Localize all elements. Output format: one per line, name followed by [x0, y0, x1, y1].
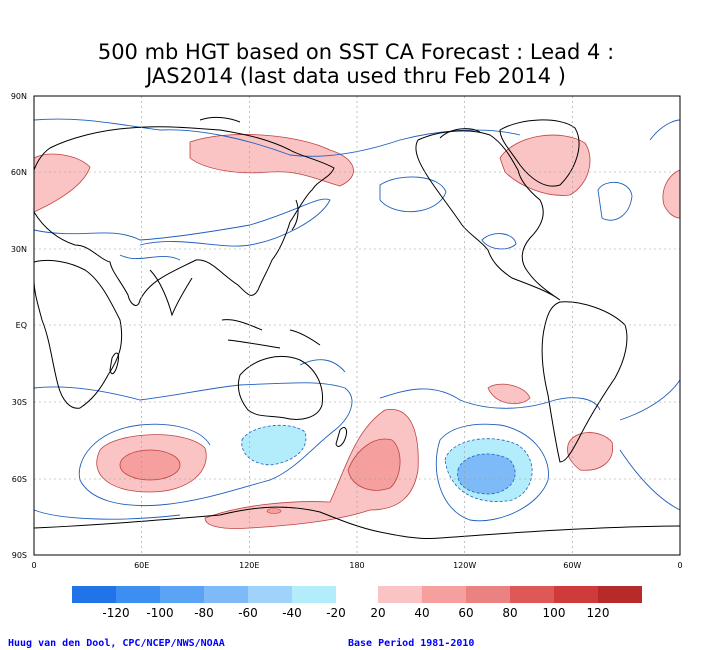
- legend-positive-label-1: 40: [414, 606, 429, 620]
- color-legend: -120 -100 -80 -60 -40 -20 20 40 60 80 100 120: [72, 586, 642, 620]
- legend-positive-swatch-0: [378, 586, 422, 603]
- credit-text: Huug van den Dool, CPC/NCEP/NWS/NOAA: [8, 638, 225, 649]
- positive-anomaly-south-indian-core: [119, 449, 181, 481]
- lat-label-30s: 30S: [12, 398, 27, 407]
- legend-positive-swatch-2: [466, 586, 510, 603]
- lon-label-0-right: 0: [677, 561, 682, 570]
- lat-label-60n: 60N: [11, 168, 27, 177]
- legend-positive-swatch-4: [554, 586, 598, 603]
- legend-negative-swatch-5: [292, 586, 336, 603]
- contour-lines: [33, 118, 681, 522]
- antarctica-outline: [33, 506, 681, 539]
- legend-negative-swatch-2: [160, 586, 204, 603]
- india-outline: [149, 269, 193, 317]
- madagascar-outline: [109, 352, 119, 375]
- lon-label-120w: 120W: [453, 561, 476, 570]
- legend-negative-label-4: -40: [282, 606, 302, 620]
- lat-label-30n: 30N: [11, 245, 27, 254]
- north-america-outline: [415, 130, 561, 301]
- lat-axis-labels: 90N 60N 30N EQ 30S 60S 90S: [11, 92, 27, 560]
- legend-positive-label-3: 80: [502, 606, 517, 620]
- south-america-outline: [541, 301, 628, 463]
- positive-anomaly-south-pacific-core: [347, 438, 401, 491]
- legend-negative-label-1: -100: [146, 606, 173, 620]
- new-zealand-outline: [335, 427, 347, 447]
- legend-positive-label-2: 60: [458, 606, 473, 620]
- legend-negative-label-2: -80: [194, 606, 214, 620]
- lon-label-0-left: 0: [31, 561, 36, 570]
- legend-negative-swatch-4: [248, 586, 292, 603]
- map-title-line-2: JAS2014 (last data used thru Feb 2014 ): [146, 64, 566, 88]
- base-period-text: Base Period 1981-2010: [348, 638, 475, 649]
- positive-anomaly-nw-europe: [33, 153, 91, 213]
- land-outlines: [33, 116, 681, 539]
- negative-anomaly-australia-south: [241, 425, 307, 466]
- legend-negative-label-5: -20: [326, 606, 346, 620]
- positive-anomaly-europe-east: [662, 169, 681, 219]
- legend-negative-swatch-1: [116, 586, 160, 603]
- lon-axis-labels: 0 60E 120E 180 120W 60W 0: [31, 561, 682, 570]
- legend-positive-label-0: 20: [370, 606, 385, 620]
- lat-label-60s: 60S: [12, 475, 27, 484]
- africa-outline: [33, 259, 123, 409]
- indonesia-outline: [221, 319, 321, 349]
- negative-anomaly-southeast-pacific-core: [457, 453, 516, 495]
- lon-label-120e: 120E: [239, 561, 259, 570]
- positive-anomaly-southeast-pacific: [487, 383, 531, 405]
- positive-anomaly-north-atlantic: [499, 134, 591, 196]
- grid: [34, 96, 680, 555]
- positive-anomaly-south-atlantic: [567, 432, 613, 471]
- legend-positive-swatch-3: [510, 586, 554, 603]
- lon-label-60w: 60W: [563, 561, 581, 570]
- positive-anomaly-south-pacific: [204, 408, 419, 529]
- lat-label-90s: 90S: [12, 551, 27, 560]
- legend-positive-swatch-1: [422, 586, 466, 603]
- arctic-islands-outline: [199, 116, 481, 139]
- lat-label-eq: EQ: [16, 321, 27, 330]
- greenland-outline: [499, 119, 580, 187]
- lon-label-60e: 60E: [134, 561, 149, 570]
- legend-negative-swatch-3: [204, 586, 248, 603]
- legend-positive-label-5: 120: [587, 606, 610, 620]
- legend-positive-swatch-5: [598, 586, 642, 603]
- map-frame: [33, 95, 681, 556]
- legend-negative-swatch-0: [72, 586, 116, 603]
- anomaly-shading: [33, 134, 681, 529]
- positive-anomaly-small-core: [266, 508, 282, 514]
- legend-positive-label-4: 100: [543, 606, 566, 620]
- lon-label-180: 180: [349, 561, 364, 570]
- map-title-line-1: 500 mb HGT based on SST CA Forecast : Le…: [97, 40, 615, 64]
- legend-negative-label-3: -60: [238, 606, 258, 620]
- positive-anomaly-north-pacific: [189, 134, 354, 187]
- lat-label-90n: 90N: [11, 92, 27, 101]
- eurasia-outline: [33, 126, 335, 306]
- australia-outline: [237, 356, 324, 420]
- legend-negative-label-0: -120: [102, 606, 129, 620]
- japan-outline: [291, 199, 299, 231]
